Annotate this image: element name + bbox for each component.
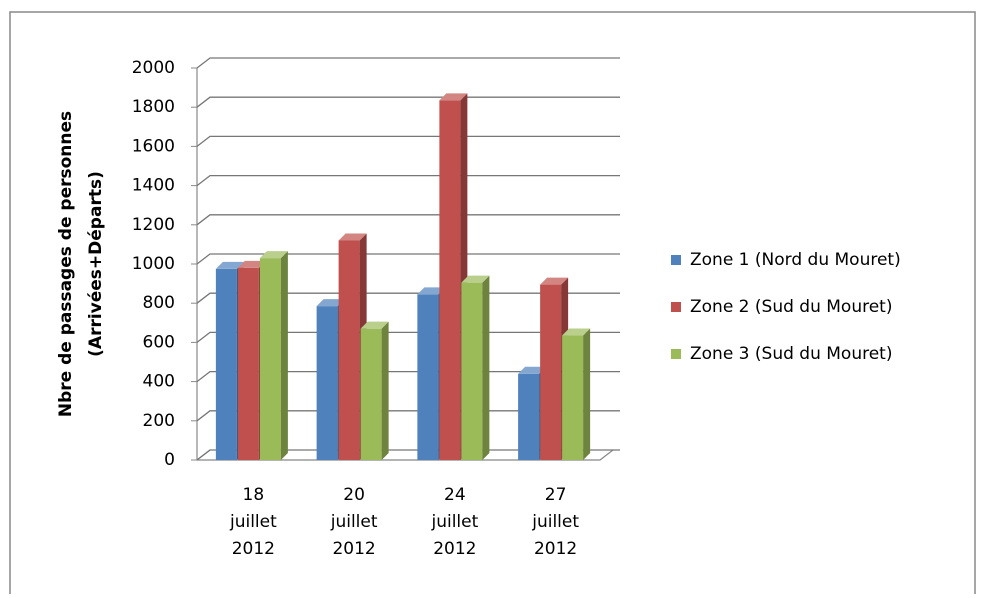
legend-swatch <box>671 349 681 359</box>
bar-front <box>439 100 461 460</box>
y-tick-label: 1000 <box>132 254 175 274</box>
y-tick-label: 1200 <box>132 215 175 235</box>
y-tick-label: 600 <box>143 332 175 352</box>
grid-line <box>196 253 620 265</box>
y-tick-label: 800 <box>143 293 175 313</box>
y-tick-label: 1600 <box>132 136 175 156</box>
bar <box>461 275 490 460</box>
bar-front <box>540 284 562 460</box>
bar-front <box>360 328 382 460</box>
bar-top <box>360 321 389 329</box>
bar-front <box>237 267 259 460</box>
legend-label: Zone 1 (Nord du Mouret) <box>690 250 901 270</box>
legend-label: Zone 3 (Sud du Mouret) <box>690 344 892 364</box>
bar <box>360 321 389 460</box>
bar-top <box>237 260 266 268</box>
legend-swatch <box>671 255 681 265</box>
x-tick-label: 18 juillet 2012 <box>229 485 277 559</box>
bar-top <box>518 366 547 374</box>
y-axis-title-line: (Arrivées+Départs) <box>86 171 106 357</box>
bar-side <box>381 321 389 460</box>
y-tick-label: 400 <box>143 372 175 392</box>
bar-top <box>562 328 591 336</box>
chart-frame <box>9 11 976 598</box>
bar-side <box>482 275 490 460</box>
bar-front <box>259 258 281 460</box>
x-tick-label: 24 juillet 2012 <box>430 485 478 559</box>
x-tick-label: 27 juillet 2012 <box>531 485 579 559</box>
bar-front <box>461 282 483 460</box>
grid-line <box>196 174 620 187</box>
bar-top <box>461 275 490 283</box>
bar <box>259 251 288 460</box>
bar-top <box>259 251 288 259</box>
bar-front <box>417 294 439 460</box>
y-axis-title: Nbre de passages de personnes (Arrivées+D… <box>56 111 106 417</box>
y-tick-label: 0 <box>164 450 175 470</box>
bar-top <box>215 261 244 269</box>
bar-top <box>439 93 468 101</box>
y-tick-label: 2000 <box>132 58 175 78</box>
x-tick-label: 20 juillet 2012 <box>330 485 378 559</box>
grid-line <box>196 96 620 108</box>
bar-front <box>215 268 237 460</box>
y-tick-label: 1400 <box>132 176 175 196</box>
bar <box>562 328 591 460</box>
bar-front <box>562 335 584 460</box>
bar-front <box>338 240 360 460</box>
bar-top <box>417 287 446 295</box>
legend-swatch <box>671 302 681 312</box>
grid-line <box>196 214 620 226</box>
bar-front <box>518 373 540 460</box>
bar-front <box>316 306 338 460</box>
grid-line <box>196 57 620 69</box>
grid-line <box>196 135 620 147</box>
y-tick-label: 1800 <box>132 97 175 117</box>
bar-top <box>540 277 569 285</box>
bar-side <box>280 251 288 460</box>
bar-side <box>583 328 591 460</box>
y-tick-label: 200 <box>143 411 175 431</box>
bar-top <box>316 299 345 307</box>
bar-top <box>338 233 367 241</box>
legend-label: Zone 2 (Sud du Mouret) <box>690 297 892 317</box>
y-axis-title-line: Nbre de passages de personnes <box>56 111 76 417</box>
